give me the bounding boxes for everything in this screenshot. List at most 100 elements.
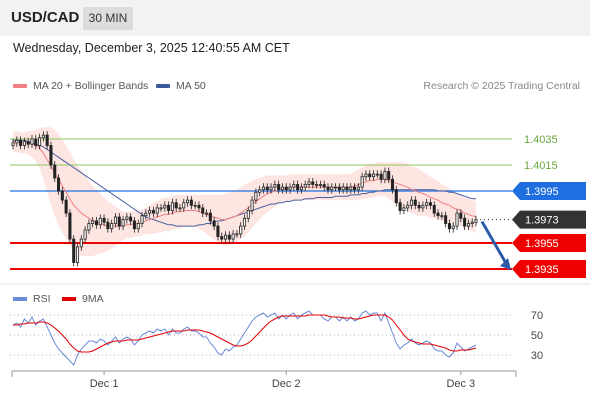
price-tag-bg-4: [512, 234, 586, 252]
candle-body: [87, 223, 91, 231]
candle: [254, 188, 258, 204]
candle-body: [91, 220, 95, 224]
candle-body: [60, 190, 64, 201]
x-tick-label: Dec 1: [90, 378, 119, 390]
candle: [273, 180, 277, 191]
candle: [284, 183, 288, 194]
legend-rsi: RSI: [13, 293, 51, 305]
candle-body: [284, 186, 288, 191]
candle-body: [398, 202, 402, 211]
candle: [387, 167, 391, 184]
candle: [189, 196, 193, 210]
candle-body: [345, 186, 349, 191]
candle-body: [163, 204, 167, 209]
legend-9ma: 9MA: [62, 293, 104, 305]
candle-body: [242, 217, 247, 227]
candle: [121, 215, 125, 230]
resistance-label-1: 1.4015: [524, 160, 558, 172]
candle: [246, 206, 250, 223]
candle: [318, 180, 322, 189]
candle: [428, 198, 432, 210]
candle: [72, 235, 76, 267]
datetime-label: Wednesday, December 3, 2025 12:40:55 AM …: [13, 41, 290, 55]
candle: [474, 215, 478, 227]
candle: [163, 201, 167, 212]
candle: [22, 137, 26, 150]
candle-body: [258, 189, 262, 193]
candle: [132, 217, 136, 233]
candle-body: [178, 207, 182, 210]
candle: [360, 172, 364, 191]
candle: [463, 214, 467, 230]
candle: [235, 230, 239, 238]
candle-body: [421, 204, 425, 209]
candle: [30, 135, 34, 149]
candle-body: [368, 173, 372, 178]
candle-body: [254, 191, 258, 201]
candle: [26, 137, 30, 149]
candle-body: [189, 199, 193, 206]
candle: [421, 201, 425, 212]
candle: [15, 136, 19, 147]
candle-body: [463, 217, 467, 227]
candle: [174, 198, 178, 212]
candle-body: [299, 186, 303, 191]
candle-body: [79, 238, 83, 248]
forecast-arrow-head: [500, 258, 511, 270]
candle: [372, 170, 376, 181]
candle-body: [447, 223, 451, 230]
candle-body: [470, 221, 474, 224]
candle-body: [117, 216, 121, 227]
candle-body: [265, 186, 269, 191]
candle-body: [353, 186, 357, 191]
candle: [277, 180, 281, 194]
candle: [303, 180, 307, 191]
candle-body: [406, 204, 410, 209]
candle: [261, 183, 266, 194]
candle: [311, 178, 315, 189]
candle-body: [113, 216, 117, 224]
legend-ma20-label: MA 20 + Bollinger Bands: [33, 80, 149, 92]
candle-body: [349, 186, 353, 191]
candle-body: [394, 189, 398, 204]
candle-body: [53, 164, 57, 179]
timeframe-button[interactable]: 30 MIN: [83, 7, 133, 30]
candle: [208, 209, 212, 225]
candle-body: [41, 134, 45, 139]
ma20-swatch: [13, 84, 27, 88]
candle-body: [474, 219, 478, 223]
candle: [144, 209, 148, 220]
candle: [398, 198, 402, 215]
candle-body: [296, 184, 300, 191]
candle: [269, 183, 273, 194]
candle: [197, 201, 201, 212]
candle-body: [72, 238, 76, 263]
candle-body: [205, 212, 209, 215]
candle: [296, 180, 300, 194]
symbol-title: USD/CAD: [11, 9, 80, 26]
candle-body: [425, 202, 429, 206]
candle-body: [432, 204, 436, 214]
candle-body: [436, 212, 440, 217]
candle: [250, 196, 254, 215]
candle: [406, 201, 410, 212]
candle-body: [288, 186, 292, 191]
price-tag-3: 1.3973: [512, 210, 586, 229]
candle-body: [269, 186, 273, 191]
candle: [425, 198, 429, 210]
candle: [288, 183, 292, 194]
candle: [60, 187, 64, 204]
candle-body: [132, 220, 136, 230]
candle: [182, 198, 186, 212]
candle-body: [159, 207, 163, 210]
candle-body: [459, 212, 463, 219]
candle-body: [212, 220, 216, 227]
candle: [299, 183, 303, 194]
candle: [390, 175, 395, 194]
candle: [231, 230, 235, 243]
candle-body: [201, 207, 205, 214]
candle-body: [68, 212, 72, 240]
price-tag-text-4: 1.3955: [525, 238, 559, 250]
candle-body: [174, 202, 178, 209]
